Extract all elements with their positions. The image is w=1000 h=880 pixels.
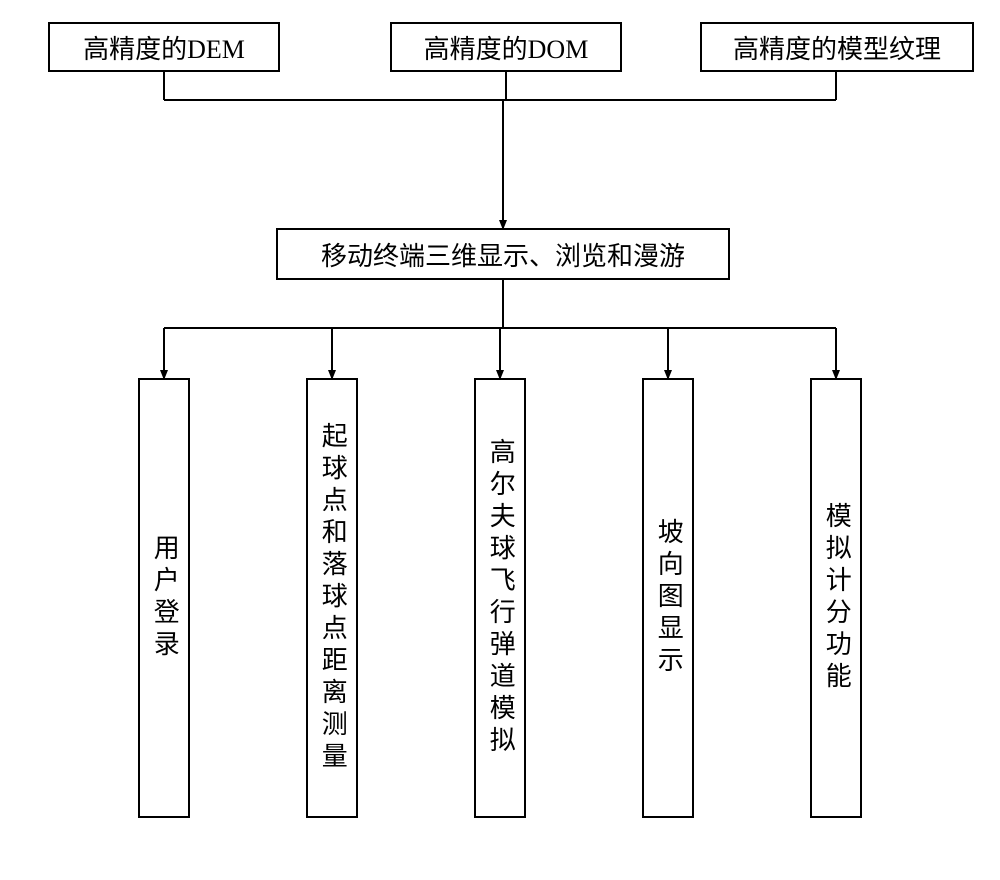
node-top-right: 高精度的模型纹理 — [700, 22, 974, 72]
node-top-mid: 高精度的DOM — [390, 22, 622, 72]
node-center: 移动终端三维显示、浏览和漫游 — [276, 228, 730, 280]
node-leaf-3: 高尔夫球飞行弹道模拟 — [474, 378, 526, 818]
node-top-left: 高精度的DEM — [48, 22, 280, 72]
node-leaf-4: 坡向图显示 — [642, 378, 694, 818]
node-leaf-5: 模拟计分功能 — [810, 378, 862, 818]
node-leaf-1: 用户登录 — [138, 378, 190, 818]
node-leaf-2: 起球点和落球点距离测量 — [306, 378, 358, 818]
